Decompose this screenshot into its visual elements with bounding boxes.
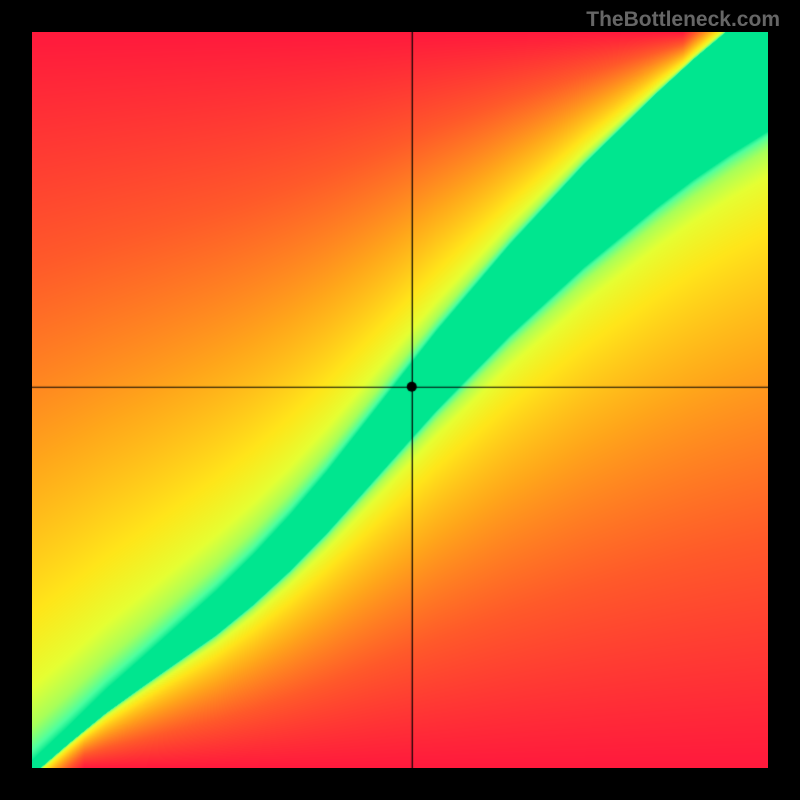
watermark-text: TheBottleneck.com	[586, 8, 780, 32]
heatmap-canvas	[32, 32, 768, 768]
heatmap-plot	[32, 32, 768, 768]
chart-container: TheBottleneck.com	[0, 0, 800, 800]
